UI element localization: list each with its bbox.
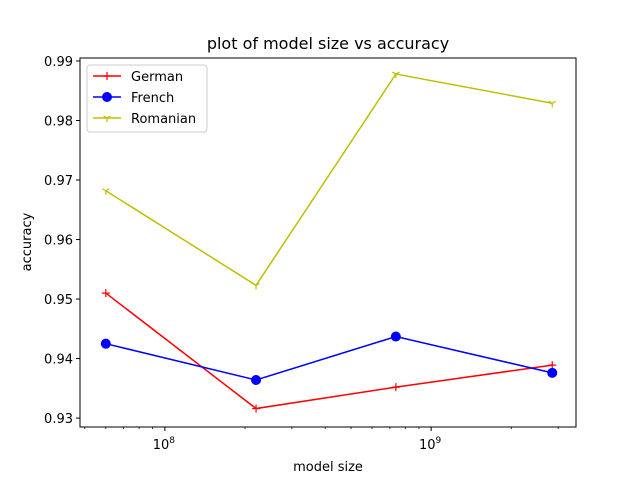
- legend-marker-german: [103, 72, 111, 80]
- data-point-french: [251, 374, 262, 385]
- data-point-romanian: [548, 100, 557, 108]
- series-layer: [100, 71, 558, 413]
- data-point-german: [548, 361, 557, 370]
- x-axis-label: model size: [293, 460, 363, 475]
- y-tick-label: 0.96: [44, 234, 73, 249]
- legend-label-romanian: Romanian: [131, 112, 196, 127]
- legend-label-french: French: [131, 91, 174, 106]
- legend: German French Romanian: [86, 64, 208, 133]
- x-tick-label: 109: [419, 436, 442, 453]
- legend-label-german: German: [131, 70, 183, 85]
- y-tick-label: 0.93: [44, 412, 73, 427]
- y-axis-label: accuracy: [20, 212, 35, 271]
- data-point-french: [100, 338, 111, 349]
- data-point-romanian: [392, 71, 400, 79]
- chart-title: plot of model size vs accuracy: [207, 34, 449, 53]
- data-point-german: [391, 383, 400, 392]
- x-tick-label: 108: [153, 436, 176, 453]
- y-tick-label: 0.98: [44, 114, 73, 129]
- legend-marker-romanian: [103, 115, 111, 122]
- data-point-romanian: [252, 282, 260, 290]
- data-point-french: [390, 331, 401, 342]
- legend-box: [86, 64, 208, 133]
- plot-frame: [79, 57, 577, 428]
- series-line-romanian: [105, 73, 553, 287]
- legend-marker-french: [102, 92, 112, 102]
- series-line-french: [105, 335, 553, 381]
- y-tick-label: 0.94: [44, 353, 73, 368]
- data-point-german: [101, 289, 110, 298]
- data-point-romanian: [102, 188, 110, 195]
- series-line-german: [105, 292, 553, 410]
- y-tick-label: 0.97: [44, 174, 73, 189]
- axis-ticks: 0.93 0.94 0.95 0.96 0.97 0.98 0.99 108 109: [44, 55, 559, 453]
- data-point-german: [252, 404, 261, 413]
- y-tick-label: 0.95: [44, 293, 73, 308]
- data-point-french: [547, 367, 558, 378]
- y-tick-label: 0.99: [44, 55, 73, 70]
